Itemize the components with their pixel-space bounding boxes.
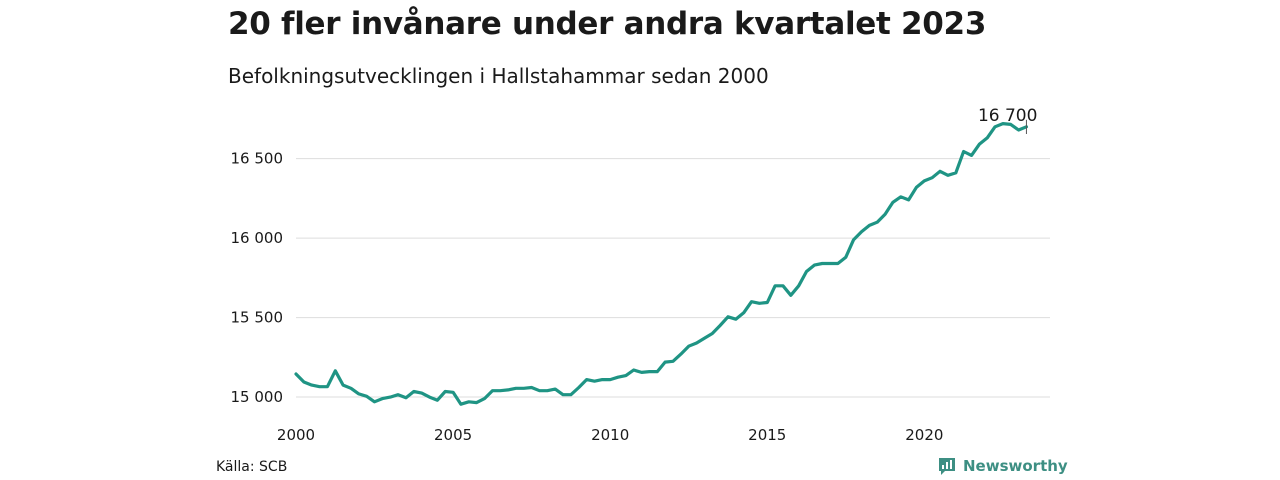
annotation-label: 16 700 <box>978 106 1037 126</box>
x-tick-label: 2010 <box>591 426 629 444</box>
brand-logo: Newsworthy <box>937 456 1068 476</box>
y-axis-ticks: 15 000 15 500 16 000 16 500 <box>231 150 284 406</box>
x-axis-ticks: 2000 2005 2010 2015 2020 <box>277 426 944 444</box>
source-note: Källa: SCB <box>216 459 288 475</box>
chart-title: 20 fler invånare under andra kvartalet 2… <box>228 6 987 42</box>
x-tick-label: 2020 <box>905 426 943 444</box>
y-tick-label: 16 000 <box>231 229 284 247</box>
y-tick-label: 15 000 <box>231 388 284 406</box>
chart-subtitle: Befolkningsutvecklingen i Hallstahammar … <box>228 64 769 88</box>
x-tick-label: 2005 <box>434 426 472 444</box>
x-tick-label: 2000 <box>277 426 315 444</box>
x-tick-label: 2015 <box>748 426 786 444</box>
population-series-line <box>294 121 1029 406</box>
brand-name: Newsworthy <box>963 457 1068 475</box>
y-tick-label: 15 500 <box>231 309 284 327</box>
series-layer <box>294 121 1029 406</box>
y-tick-label: 16 500 <box>231 150 284 168</box>
gridlines <box>296 158 1050 398</box>
annotations: 16 700 <box>978 106 1037 134</box>
newsworthy-icon <box>939 458 955 475</box>
